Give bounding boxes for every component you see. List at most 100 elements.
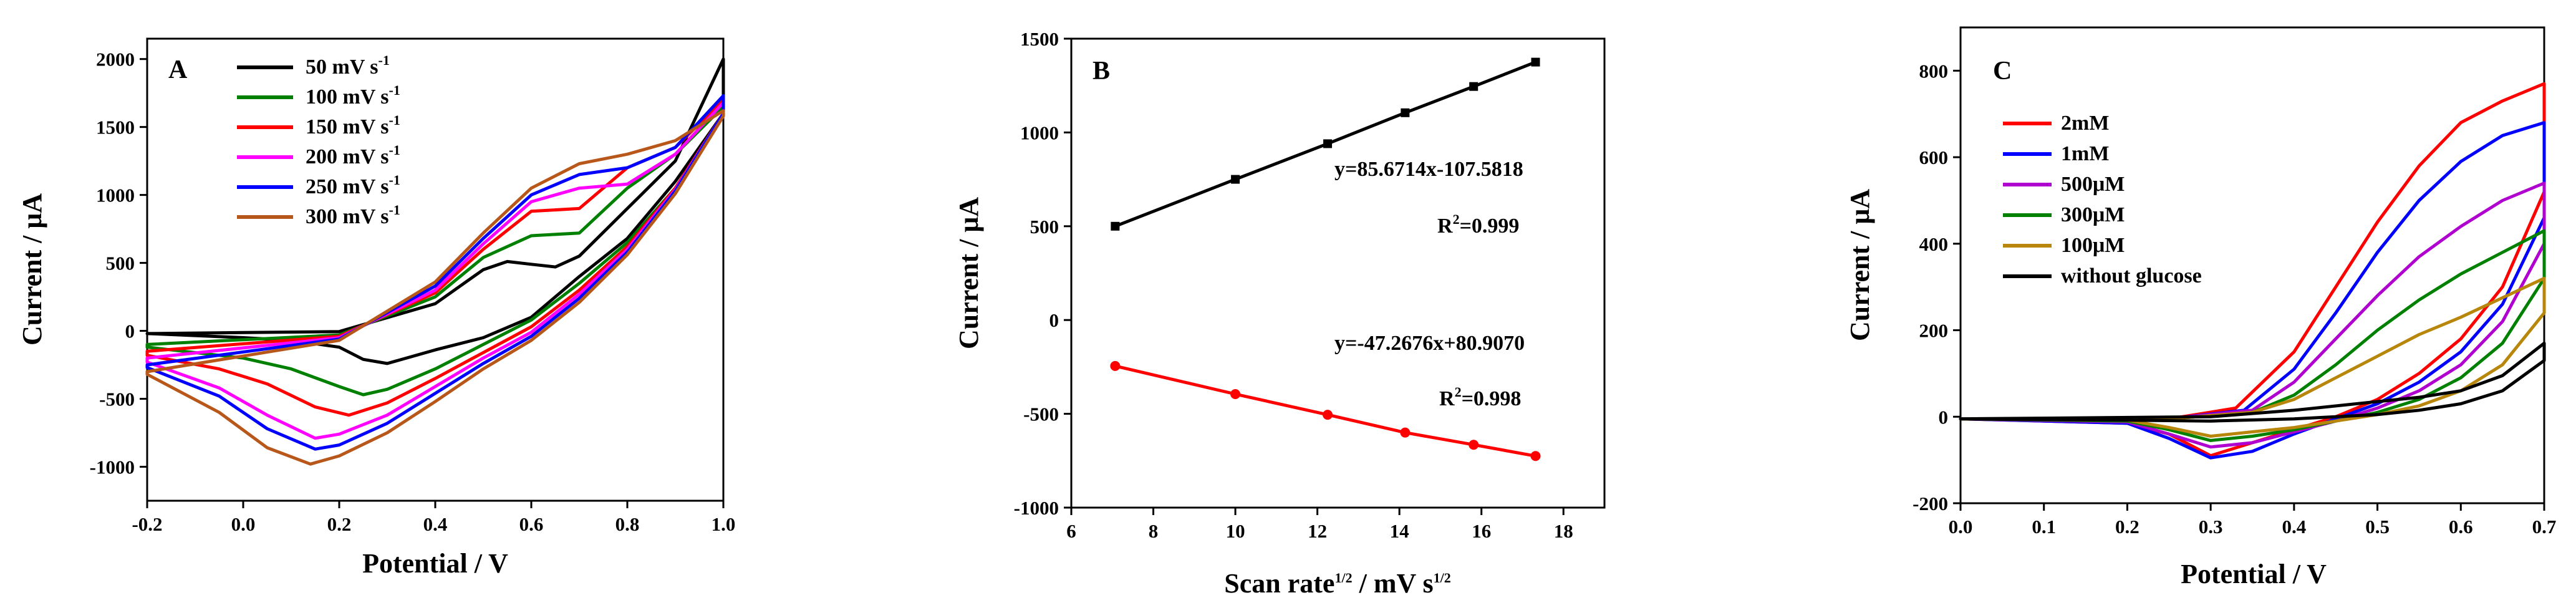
- panel-c-chart: 0.0 0.1 0.2 0.3 0.4 0.5 0.6 0.7 -200 0 200 400 600 8…: [1845, 26, 2557, 589]
- panel-a-legend-text: 100 mV s: [306, 85, 389, 109]
- panel-b-y-ticks: -1000 -500 0 500 1000 1500: [1014, 28, 1071, 519]
- c-y-tick-label: 600: [1919, 147, 1949, 168]
- panel-a-legend-sup: -1: [379, 52, 390, 68]
- panel-b-x-axis-label-sup1: 1/2: [1334, 570, 1352, 586]
- a-y-tick-label: -500: [99, 388, 135, 410]
- panel-b-y-axis-label: Current / μA: [953, 197, 984, 349]
- panel-c-legend-label-4: 300μM: [2061, 203, 2125, 226]
- panel-a-chart: -0.2 0.0 0.2 0.4 0.6 0.8 1.0 -1000 -500 0 500 1000…: [17, 37, 735, 579]
- b-x-tick-label: 14: [1390, 520, 1409, 542]
- panel-b-r2-1-main: R: [1437, 215, 1453, 238]
- panel-a-legend-sup: -1: [389, 112, 400, 128]
- panel-a-legend-label-5: 250 mV s-1: [306, 172, 400, 198]
- panel-a-series-line-6: [145, 109, 725, 466]
- c-x-tick-label: 0.1: [2032, 516, 2056, 538]
- a-x-tick-label: 0.4: [423, 513, 448, 535]
- c-y-tick-label: 0: [1939, 406, 1949, 428]
- panel-c-label: C: [1993, 57, 2012, 85]
- b-x-tick-label: 8: [1149, 520, 1159, 542]
- panel-b-x-axis-label-main: Scan rate: [1224, 568, 1334, 599]
- b-x-tick-label: 18: [1554, 520, 1573, 542]
- panel-c-series-line-4: [1959, 229, 2546, 442]
- panel-b-fit-line-2: [1114, 364, 1536, 458]
- panel-c-x-axis-label: Potential / V: [2181, 559, 2327, 589]
- a-y-tick-label: 1000: [96, 185, 135, 206]
- panel-c-legend-label-6: without glucose: [2061, 264, 2202, 287]
- panel-a-legend-sup: -1: [389, 172, 400, 188]
- panel-b-point-2: [1323, 410, 1333, 420]
- a-x-tick-label: 0.8: [615, 513, 640, 535]
- c-x-tick-label: 0.7: [2532, 516, 2557, 538]
- b-y-tick-label: -500: [1023, 403, 1059, 425]
- panel-b-r2-1-value: =0.999: [1460, 215, 1520, 238]
- panel-b-x-ticks: 6 8 10 12 14 16 18: [1066, 508, 1573, 542]
- a-y-tick-label: 0: [125, 321, 135, 342]
- panel-b-point-1: [1111, 221, 1120, 231]
- panel-a-series-line-2: [145, 105, 725, 397]
- panel-b-label: B: [1093, 57, 1110, 85]
- panel-b-plot-area: [1110, 57, 1541, 461]
- panel-a-legend-label-6: 300 mV s-1: [306, 202, 400, 228]
- panel-b-point-2: [1400, 427, 1411, 438]
- b-x-tick-label: 16: [1472, 520, 1491, 542]
- panel-a-series-line-3: [145, 98, 725, 417]
- panel-b-r2-1-sup: 2: [1453, 211, 1460, 227]
- panel-a-legend-sup: -1: [389, 202, 400, 218]
- a-x-tick-label: -0.2: [132, 513, 162, 535]
- b-y-tick-label: 500: [1030, 216, 1059, 238]
- panel-a-label: A: [168, 55, 188, 84]
- panel-c-series-line-5: [1959, 276, 2546, 438]
- panel-b-r2-2: R2=0.998: [1439, 384, 1521, 410]
- c-x-tick-label: 0.3: [2199, 516, 2223, 538]
- panel-b-r2-2-sup: 2: [1455, 384, 1462, 400]
- panel-c-legend: 2mM 1mM 500μM 300μM 100μM without glucose: [2003, 112, 2202, 287]
- b-y-tick-label: 1000: [1020, 122, 1059, 143]
- a-x-tick-label: 0.0: [231, 513, 256, 535]
- panel-a-y-axis-label: Current / μA: [17, 193, 47, 345]
- panel-a-series-line-4: [145, 100, 725, 440]
- panel-b-chart: 6 8 10 12 14 16 18 -1000 -500 0 500 1000 1500 B y=8…: [953, 28, 1606, 599]
- c-x-tick-label: 0.6: [2449, 516, 2473, 538]
- panel-c-series-line-1: [1959, 82, 2546, 458]
- panel-c-x-ticks: 0.0 0.1 0.2 0.3 0.4 0.5 0.6 0.7: [1949, 503, 2557, 538]
- panel-b-point-2: [1469, 440, 1479, 450]
- b-y-tick-label: -1000: [1014, 497, 1059, 519]
- panel-c-legend-label-2: 1mM: [2061, 142, 2109, 165]
- c-y-tick-label: -200: [1913, 493, 1948, 514]
- a-y-tick-label: -1000: [90, 456, 135, 478]
- panel-c-legend-label-1: 2mM: [2061, 112, 2109, 135]
- panel-b-point-2: [1110, 360, 1121, 371]
- c-x-tick-label: 0.4: [2282, 516, 2306, 538]
- panel-b-frame: [1070, 37, 1606, 509]
- panel-a-legend-sup: -1: [389, 142, 400, 158]
- panel-b-point-1: [1231, 175, 1240, 184]
- a-x-tick-label: 0.6: [519, 513, 544, 535]
- panel-a-plot-area: [145, 57, 725, 466]
- panel-a-legend-text: 50 mV s: [306, 55, 379, 79]
- c-x-tick-label: 0.2: [2115, 516, 2139, 538]
- c-x-tick-label: 0.0: [1949, 516, 1973, 538]
- panel-b-r2-1: R2=0.999: [1437, 211, 1519, 238]
- panel-b-x-axis-label: Scan rate1/2 / mV s1/2: [1224, 568, 1450, 599]
- b-x-tick-label: 12: [1308, 520, 1327, 542]
- panel-a-y-ticks: -1000 -500 0 500 1000 1500 2000: [90, 49, 147, 478]
- b-y-tick-label: 0: [1049, 309, 1059, 331]
- panel-b-r2-2-value: =0.998: [1462, 387, 1522, 410]
- b-y-tick-label: 1500: [1020, 28, 1059, 50]
- panel-b-r2-2-main: R: [1439, 387, 1455, 410]
- panel-a-legend-label-4: 200 mV s-1: [306, 142, 400, 168]
- panel-b-fit-equation-1: y=85.6714x-107.5818: [1334, 158, 1523, 181]
- panel-a-x-axis-label: Potential / V: [362, 548, 508, 579]
- c-y-tick-label: 200: [1919, 320, 1949, 342]
- panel-a-legend-text: 150 mV s: [306, 115, 389, 138]
- panel-a-x-ticks: -0.2 0.0 0.2 0.4 0.6 0.8 1.0: [132, 501, 735, 535]
- panel-b-point-1: [1531, 57, 1540, 67]
- c-y-tick-label: 400: [1919, 233, 1949, 255]
- panel-a-legend-label-3: 150 mV s-1: [306, 112, 400, 138]
- a-x-tick-label: 0.2: [327, 513, 352, 535]
- panel-a-legend-label-1: 50 mV s-1: [306, 52, 390, 79]
- panel-c-y-ticks: -200 0 200 400 600 800: [1913, 60, 1961, 514]
- panel-b-x-axis-label-unit: / mV s: [1353, 568, 1434, 599]
